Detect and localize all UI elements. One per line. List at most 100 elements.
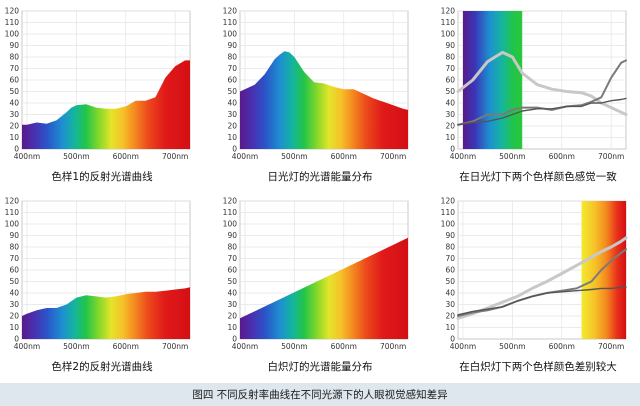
x-tick-label: 700nm — [598, 152, 624, 161]
chart-panel-2: 0 10 20 30 40 50 60 70 80 90 100 110 120 400nm 500nm 60… — [220, 2, 420, 192]
y-tick-label: 120 — [441, 7, 456, 16]
y-tick-label: 60 — [227, 266, 237, 275]
y-tick-label: 110 — [5, 18, 20, 27]
spectrum-area — [240, 51, 408, 149]
y-tick-label: 40 — [445, 99, 455, 108]
y-tick-label: 30 — [9, 110, 19, 119]
y-tick-label: 80 — [9, 53, 19, 62]
y-tick-label: 20 — [445, 312, 455, 321]
y-tick-label: 40 — [9, 99, 19, 108]
y-tick-label: 50 — [445, 277, 455, 286]
x-tick-label: 700nm — [598, 342, 624, 351]
x-tick-label: 500nm — [63, 152, 89, 161]
y-tick-label: 20 — [445, 122, 455, 131]
spectrum-area — [22, 287, 190, 339]
chart-panel-4: 0 10 20 30 40 50 60 70 80 90 100 110 120 400nm 500nm 60… — [2, 192, 202, 382]
y-tick-label: 0 — [450, 335, 455, 344]
y-tick-label: 50 — [227, 87, 237, 96]
y-tick-label: 80 — [445, 53, 455, 62]
chart-svg-4: 0 10 20 30 40 50 60 70 80 90 100 110 120 400nm 500nm 60… — [5, 197, 191, 351]
series-line-1 — [456, 50, 628, 116]
x-tick-label: 500nm — [499, 152, 525, 161]
chart-svg-6: 0 10 20 30 40 50 60 70 80 90 100 110 120 400nm 500nm 60… — [441, 197, 628, 351]
x-tick-label: 500nm — [499, 342, 525, 351]
x-tick-label: 700nm — [162, 152, 188, 161]
y-tick-label: 60 — [9, 76, 19, 85]
y-tick-label: 70 — [227, 254, 237, 263]
chart-title-6: 在白炽灯下两个色样颜色差别较大 — [459, 361, 617, 373]
y-tick-label: 70 — [227, 64, 237, 73]
chart-panel-5: 0 10 20 30 40 50 60 70 80 90 100 110 120 400nm 500nm 60… — [220, 192, 420, 382]
series-line-2 — [457, 59, 627, 126]
x-tick-label: 600nm — [331, 152, 357, 161]
y-tick-label: 30 — [445, 300, 455, 309]
chart-title-1: 色样1的反射光谱曲线 — [51, 171, 153, 183]
y-tick-label: 90 — [445, 41, 455, 50]
y-tick-label: 60 — [445, 266, 455, 275]
y-tick-label: 30 — [227, 110, 237, 119]
y-tick-label: 110 — [441, 18, 456, 27]
y-tick-label: 40 — [227, 289, 237, 298]
series-line-1 — [456, 236, 628, 320]
x-tick-label: 400nm — [450, 342, 476, 351]
y-tick-label: 90 — [9, 41, 19, 50]
chart-panel-1: 0 10 20 30 40 50 60 70 80 90 100 110 120 400nm 500nm 60… — [2, 2, 202, 192]
y-tick-label: 80 — [9, 243, 19, 252]
series-line-3 — [457, 286, 627, 316]
x-tick-label: 400nm — [14, 342, 40, 351]
spectrum-band — [581, 201, 626, 339]
y-tick-label: 60 — [227, 76, 237, 85]
y-tick-label: 50 — [9, 277, 19, 286]
x-tick-label: 500nm — [281, 342, 307, 351]
chart-title-3: 在日光灯下两个色样颜色感觉一致 — [459, 171, 617, 183]
y-tick-label: 100 — [441, 30, 456, 39]
x-tick-label: 600nm — [549, 152, 575, 161]
spectrum-area — [240, 237, 408, 339]
spectrum-area — [22, 60, 190, 149]
x-tick-label: 400nm — [232, 342, 258, 351]
chart-svg-5: 0 10 20 30 40 50 60 70 80 90 100 110 120 400nm 500nm 60… — [223, 197, 409, 351]
y-tick-label: 40 — [445, 289, 455, 298]
x-tick-label: 400nm — [14, 152, 40, 161]
y-tick-label: 100 — [223, 220, 238, 229]
chart-panel-3: 0 10 20 30 40 50 60 70 80 90 100 110 120 400nm 500nm 60… — [438, 2, 638, 192]
chart-title-4: 色样2的反射光谱曲线 — [51, 361, 153, 373]
y-tick-label: 0 — [232, 145, 237, 154]
y-tick-label: 120 — [5, 7, 20, 16]
figure-caption: 图四 不同反射率曲线在不同光源下的人眼视觉感知差异 — [192, 389, 448, 401]
y-tick-label: 30 — [227, 300, 237, 309]
y-tick-label: 40 — [9, 289, 19, 298]
chart-svg-1: 0 10 20 30 40 50 60 70 80 90 100 110 120 400nm 500nm 60… — [5, 7, 191, 161]
x-tick-label: 600nm — [549, 342, 575, 351]
x-tick-label: 600nm — [113, 342, 139, 351]
y-tick-label: 120 — [5, 197, 20, 206]
y-tick-label: 100 — [441, 220, 456, 229]
y-tick-label: 80 — [227, 243, 237, 252]
x-tick-label: 700nm — [162, 342, 188, 351]
y-tick-label: 100 — [5, 30, 20, 39]
y-tick-label: 70 — [445, 64, 455, 73]
x-tick-label: 600nm — [331, 342, 357, 351]
chart-panel-6: 0 10 20 30 40 50 60 70 80 90 100 110 120 400nm 500nm 60… — [438, 192, 638, 382]
y-tick-label: 110 — [5, 208, 20, 217]
chart-title-5: 白炽灯的光谱能量分布 — [267, 361, 373, 373]
y-tick-label: 60 — [9, 266, 19, 275]
x-tick-label: 400nm — [232, 152, 258, 161]
chart-title-2: 日光灯的光谱能量分布 — [267, 171, 373, 183]
y-tick-label: 20 — [227, 122, 237, 131]
chart-svg-3: 0 10 20 30 40 50 60 70 80 90 100 110 120 400nm 500nm 60… — [441, 7, 628, 161]
y-tick-label: 120 — [223, 197, 238, 206]
y-tick-label: 90 — [227, 231, 237, 240]
y-tick-label: 70 — [445, 254, 455, 263]
y-tick-label: 90 — [445, 231, 455, 240]
y-tick-label: 50 — [9, 87, 19, 96]
y-tick-label: 80 — [227, 53, 237, 62]
x-tick-label: 500nm — [281, 152, 307, 161]
y-tick-label: 0 — [232, 335, 237, 344]
series-line-3 — [457, 97, 627, 126]
y-tick-label: 70 — [9, 254, 19, 263]
y-tick-label: 70 — [9, 64, 19, 73]
y-tick-label: 110 — [223, 18, 238, 27]
y-tick-label: 110 — [223, 208, 238, 217]
y-tick-label: 10 — [227, 323, 237, 332]
